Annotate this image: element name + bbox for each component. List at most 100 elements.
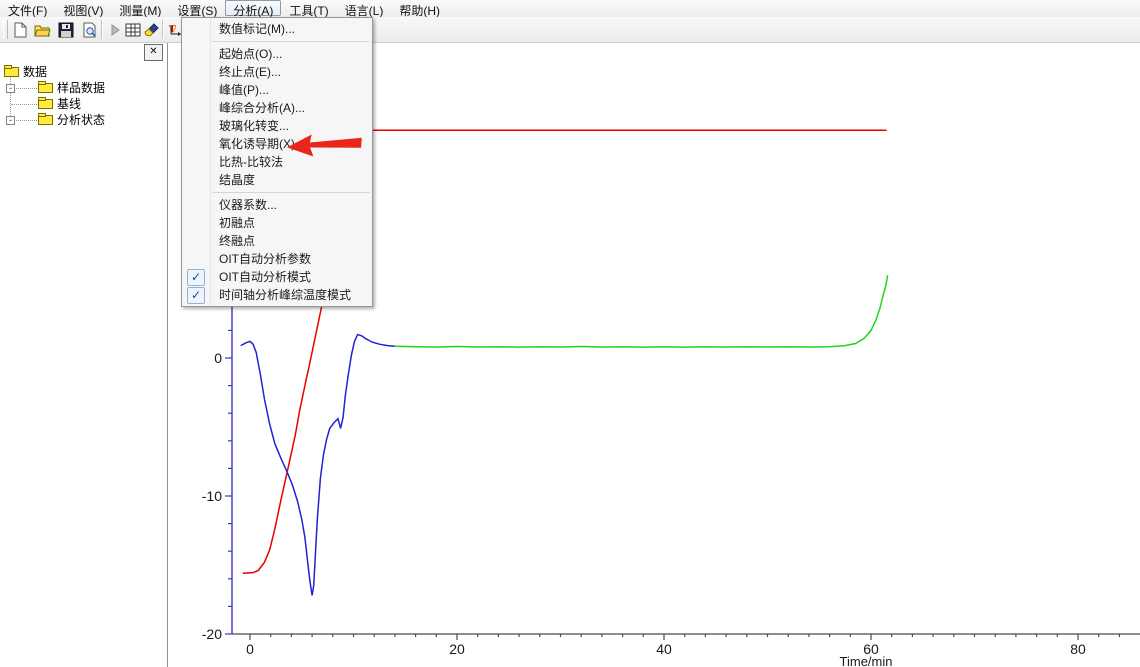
menu-item-final-melting-point[interactable]: 终融点 (182, 232, 372, 250)
menu-item-label: 峰综合分析(A)... (219, 101, 305, 115)
checkmark-icon: ✓ (187, 287, 205, 304)
tree-node-analysis-status[interactable]: - 分析状态 (2, 112, 162, 128)
x-tick-label: 40 (656, 641, 672, 657)
new-document-icon (14, 22, 26, 37)
menubar-item-file[interactable]: 文件(F) (8, 4, 48, 18)
tree-node-label: 样品数据 (57, 81, 106, 95)
menu-item-crystallinity[interactable]: 结晶度 (182, 171, 372, 189)
x-tick-label: 80 (1070, 641, 1086, 657)
print-preview-icon (83, 22, 96, 37)
x-tick-label: 0 (246, 641, 254, 657)
menu-item-label: 结晶度 (219, 173, 256, 187)
x-tick-label: 20 (449, 641, 465, 657)
y-tick-label: -20 (202, 626, 222, 642)
open-folder-icon (34, 25, 51, 36)
menu-gutter-line (210, 18, 211, 306)
menubar-item-analysis[interactable]: 分析(A) (225, 0, 282, 18)
menu-item-peak-value[interactable]: 峰值(P)... (182, 81, 372, 99)
open-file-button[interactable] (32, 19, 53, 40)
menu-bar: 文件(F) 视图(V) 测量(M) 设置(S) 分析(A) 工具(T) 语言(L) 帮助(H) (0, 0, 1140, 18)
x-tick-label: 60 (863, 641, 879, 657)
menu-item-initial-melting-point[interactable]: 初融点 (182, 214, 372, 232)
tree-connector (11, 120, 37, 121)
x-axis-title: Time/min (840, 654, 893, 667)
folder-icon (4, 65, 19, 77)
y-tick-label: -10 (202, 488, 222, 504)
tree-connector (11, 104, 37, 105)
tree-connector (10, 77, 11, 120)
menu-item-instrument-coefficient[interactable]: 仪器系数... (182, 196, 372, 214)
temperature-time-chart-button[interactable]: T (165, 19, 186, 40)
menu-item-label: 终止点(E)... (219, 65, 281, 79)
curve-dsc-signal-blue (240, 333, 395, 596)
panel-close-button[interactable]: ✕ (144, 44, 163, 61)
menubar-item-measure[interactable]: 测量(M) (119, 4, 162, 18)
menubar-item-tools[interactable]: 工具(T) (289, 4, 329, 18)
folder-icon (38, 113, 53, 125)
tree-node-baseline[interactable]: 基线 (2, 96, 162, 112)
tree-node-label: 分析状态 (57, 113, 106, 127)
menu-item-label: 数值标记(M)... (219, 22, 295, 36)
menu-item-end-point[interactable]: 终止点(E)... (182, 63, 372, 81)
menu-item-label: 起始点(O)... (219, 47, 283, 61)
menu-item-label: 时间轴分析峰综温度模式 (219, 288, 352, 302)
tree-node-label: 基线 (57, 97, 82, 111)
menu-item-specific-heat-comparison[interactable]: 比热-比较法 (182, 153, 372, 171)
table-grid-icon (125, 23, 140, 36)
menu-item-label: 玻璃化转变... (219, 119, 290, 133)
folder-icon (38, 97, 53, 109)
tree-node-data[interactable]: 数据 (2, 64, 162, 80)
menu-item-oxidation-induction-time[interactable]: 氧化诱导期(X)... (182, 134, 372, 157)
tree-expander-icon[interactable]: - (6, 116, 15, 125)
menu-item-label: 初融点 (219, 216, 256, 230)
menu-item-glass-transition[interactable]: 玻璃化转变... (182, 117, 372, 135)
toolbar-separator (162, 20, 164, 39)
menubar-item-settings[interactable]: 设置(S) (177, 4, 218, 18)
save-file-button[interactable] (55, 19, 76, 40)
brush-icon (144, 22, 159, 37)
menubar-item-help[interactable]: 帮助(H) (399, 4, 440, 18)
data-tree: 数据 - 样品数据 基线 - 分析状态 (2, 64, 162, 128)
start-measurement-button[interactable] (104, 19, 125, 40)
menu-item-time-axis-peak-temp-mode[interactable]: ✓ 时间轴分析峰综温度模式 (182, 286, 372, 304)
tree-expander-icon[interactable]: - (6, 84, 15, 93)
tree-connector (11, 88, 37, 89)
menu-item-label: OIT自动分析参数 (219, 252, 311, 266)
menubar-item-language[interactable]: 语言(L) (344, 4, 384, 18)
analysis-dropdown-menu: 数值标记(M)... 起始点(O)... 终止点(E)... 峰值(P)... 峰综合分… (181, 17, 373, 307)
curve-dsc-signal-green (394, 275, 889, 348)
menu-item-label: OIT自动分析模式 (219, 270, 311, 284)
print-preview-button[interactable] (78, 19, 99, 40)
checkmark-icon: ✓ (187, 269, 205, 286)
menu-separator (212, 192, 370, 193)
tree-node-sample-data[interactable]: - 样品数据 (2, 80, 162, 96)
folder-icon (38, 81, 53, 93)
menu-item-oit-auto-analysis-params[interactable]: OIT自动分析参数 (182, 250, 372, 268)
temperature-time-chart-icon: T (169, 24, 181, 36)
data-tree-panel: ✕ 数据 - 样品数据 基线 - 分析状态 (0, 42, 168, 667)
menu-item-numeric-label[interactable]: 数值标记(M)... (182, 20, 372, 38)
menu-item-label: 仪器系数... (219, 198, 278, 212)
menu-item-onset-point[interactable]: 起始点(O)... (182, 45, 372, 63)
style-brush-button[interactable] (142, 19, 163, 40)
menu-item-label: 比热-比较法 (219, 155, 283, 169)
menu-item-label: 氧化诱导期(X)... (219, 137, 305, 151)
menu-item-peak-comprehensive[interactable]: 峰综合分析(A)... (182, 99, 372, 117)
tree-node-label: 数据 (23, 65, 48, 79)
y-tick-label: 0 (214, 350, 222, 366)
menu-item-label: 终融点 (219, 234, 256, 248)
save-floppy-icon (58, 22, 73, 37)
menubar-item-view[interactable]: 视图(V) (63, 4, 104, 18)
toolbar: T (0, 17, 1140, 43)
data-table-button[interactable] (122, 19, 143, 40)
toolbar-drag-handle[interactable] (3, 20, 8, 39)
play-icon (111, 23, 120, 36)
toolbar-separator (101, 20, 103, 39)
svg-text:T: T (169, 24, 176, 35)
menu-separator (212, 41, 370, 42)
menu-item-oit-auto-analysis-mode[interactable]: ✓ OIT自动分析模式 (182, 268, 372, 286)
menu-item-label: 峰值(P)... (219, 83, 269, 97)
new-document-button[interactable] (9, 19, 30, 40)
